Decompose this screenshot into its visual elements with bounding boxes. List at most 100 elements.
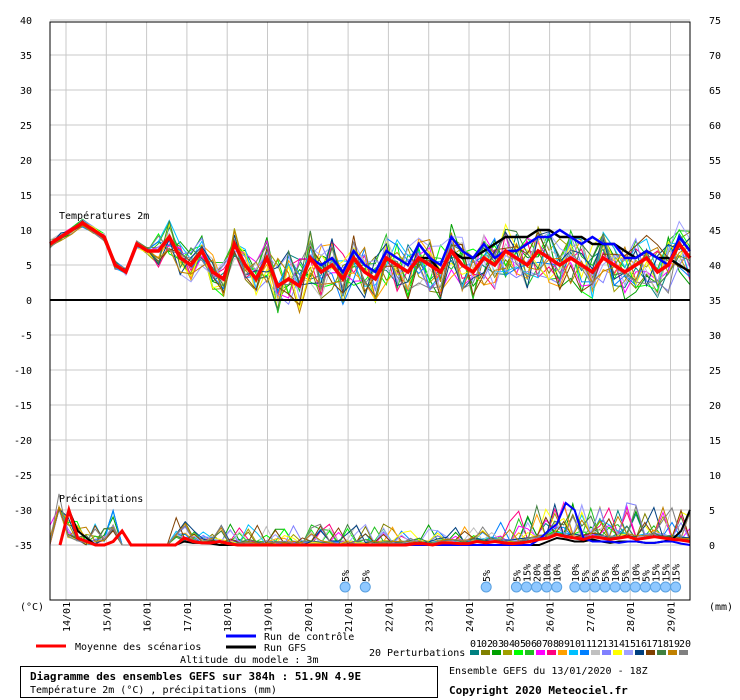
perturbation-temp-line [49,219,691,299]
y-left-tick: 20 [20,156,32,167]
perturbation-number: 13 [602,639,614,650]
y-left-tick: 35 [20,51,32,62]
x-tick-label: 27/01 [586,602,597,632]
y-right-tick: 45 [709,226,721,237]
grid [50,19,690,600]
snow-icon [660,581,672,593]
perturbation-swatch [514,650,523,655]
perturbation-number: 20 [679,639,691,650]
ylabel-left: (°C) [20,602,44,613]
y-left-tick: -25 [14,471,32,482]
altitude-text: Altitude du modele : 3m [180,655,319,666]
snow-icon [551,581,563,593]
y-right-tick: 0 [709,541,715,552]
y-right-tick: 65 [709,86,721,97]
x-tick-label: 20/01 [304,602,315,632]
snow-percent: 5% [601,570,612,582]
x-tick-label: 19/01 [264,602,275,632]
y-left-tick: -10 [14,366,32,377]
legend-perturbations-label: 20 Perturbations [369,648,465,659]
x-tick-label: 22/01 [384,602,395,632]
snow-percent: 10% [631,564,642,582]
snow-icon [609,581,621,593]
snow-percent: 10% [543,564,554,582]
perturbation-swatch [624,650,633,655]
y-right-tick: 70 [709,51,721,62]
snow-percent: 5% [581,570,592,582]
x-tick-label: 26/01 [546,602,557,632]
perturbation-swatch [492,650,501,655]
legend-mean-label: Moyenne des scénarios [75,641,201,653]
perturbation-number: 04 [503,639,515,650]
perturbation-swatch [580,650,589,655]
perturbation-swatch [470,650,479,655]
run-info: Ensemble GEFS du 13/01/2020 - 18Z [449,666,648,677]
copyright: Copyright 2020 Meteociel.fr [449,684,628,697]
perturbation-number: 08 [547,639,559,650]
info-box: Diagramme des ensembles GEFS sur 384h : … [20,666,438,698]
snow-percent: 5% [482,570,493,582]
snow-icon [480,581,492,593]
plot-frame [49,21,691,601]
x-tick-label: 29/01 [667,602,678,632]
snow-icon [510,581,522,593]
perturbation-number: 02 [481,639,493,650]
snow-percent: 10% [571,564,582,582]
y-right-tick: 20 [709,401,721,412]
perturbation-number: 18 [657,639,669,650]
perturbation-number: 06 [525,639,537,650]
snow-icon [569,581,581,593]
x-tick-label: 25/01 [505,602,516,632]
info-title: Diagramme des ensembles GEFS sur 384h : … [30,670,362,683]
snow-icon [670,581,682,593]
y-right-tick: 40 [709,261,721,272]
x-tick-label: 28/01 [626,602,637,632]
snow-percent: 5% [361,570,372,582]
info-subtitle: Température 2m (°C) , précipitations (mm… [30,685,277,696]
perturbation-swatch [547,650,556,655]
perturbation-swatch [481,650,490,655]
snow-percent: 5% [512,570,523,582]
perturbation-temp-line [49,219,691,306]
y-left-tick: 15 [20,191,32,202]
perturbation-number: 16 [635,639,647,650]
snow-icon [649,581,661,593]
y-right-tick: 60 [709,121,721,132]
perturbation-number: 10 [569,639,581,650]
perturbation-number: 09 [558,639,570,650]
y-left-tick: 0 [26,296,32,307]
perturbation-number: 01 [470,639,482,650]
y-left-tick: -35 [14,541,32,552]
snow-icon [639,581,651,593]
x-tick-label: 23/01 [425,602,436,632]
y-right-tick: 50 [709,191,721,202]
perturbation-number: 12 [591,639,603,650]
perturbation-number: 15 [624,639,636,650]
y-left-tick: 5 [26,261,32,272]
legend-control-label: Run de contrôle [264,631,354,643]
y-left-tick: 40 [20,16,32,27]
snow-markers: 5% 5% 5% 5% 15% 20% 10% 10% 10% 5% 5% 5% 10% 5% 10% 5% 1… [339,564,683,593]
ylabel-right: (mm) [709,602,733,613]
y-right-tick: 5 [709,506,715,517]
snow-percent: 5% [641,570,652,582]
y-right-tick: 75 [709,16,721,27]
perturbation-swatch [646,650,655,655]
legend-gfs-label: Run GFS [264,643,306,654]
y-right-tick: 55 [709,156,721,167]
y-left-tick: -15 [14,401,32,412]
snow-percent: 5% [621,570,632,582]
snow-percent: 15% [522,564,533,582]
x-tick-label: 15/01 [102,602,113,632]
snow-icon [589,581,601,593]
y-left-tick: 30 [20,86,32,97]
perturbation-swatch [635,650,644,655]
y-left-tick: -5 [20,331,32,342]
perturbation-temp-line [49,224,691,299]
perturbation-swatch [613,650,622,655]
perturbation-swatch [503,650,512,655]
perturbation-temp-line [49,218,691,314]
y-left-tick: 10 [20,226,32,237]
snow-percent: 10% [553,564,564,582]
